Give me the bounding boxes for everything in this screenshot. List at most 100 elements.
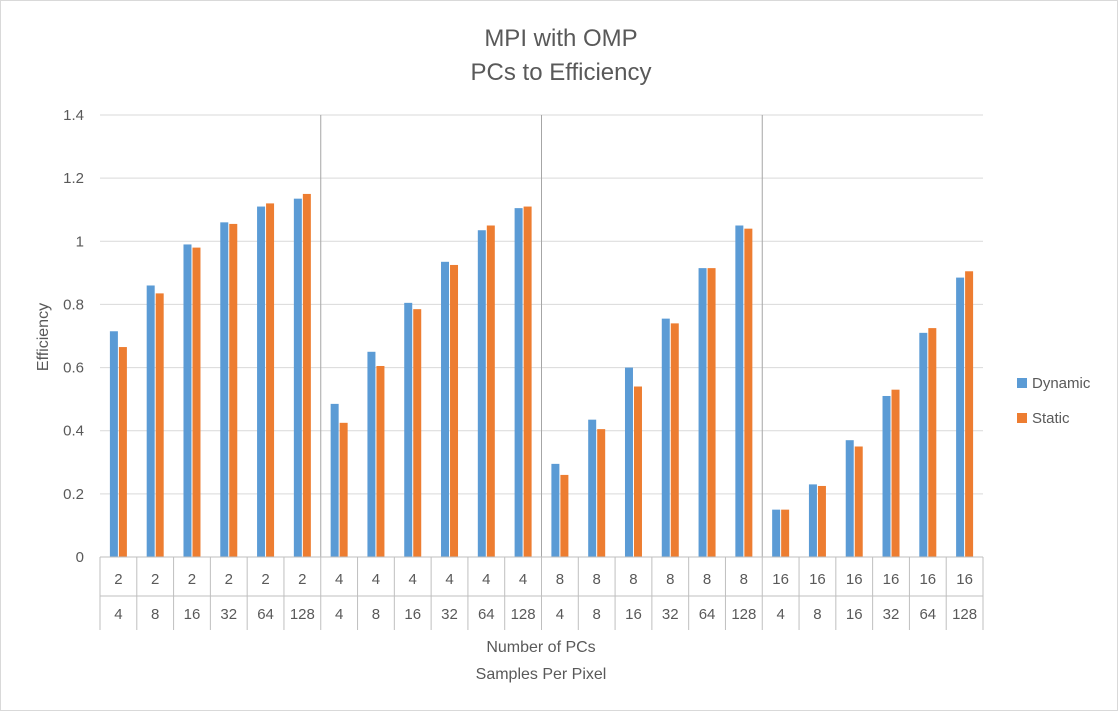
x-tick-label-pcs: 2 (298, 571, 306, 588)
x-tick-label-samples: 64 (919, 606, 936, 623)
bar-static (192, 247, 201, 557)
y-tick-label: 0.4 (63, 423, 84, 440)
y-axis-ticks: 0 0.2 0.4 0.6 0.8 1 1.2 1.4 (63, 107, 84, 566)
x-tick-label-samples: 4 (776, 606, 784, 623)
bar-static (891, 389, 900, 557)
x-tick-label-pcs: 2 (261, 571, 269, 588)
bar-dynamic (257, 206, 266, 558)
bar-dynamic (330, 403, 339, 557)
x-tick-label-pcs: 16 (883, 571, 900, 588)
bar-dynamic (588, 419, 597, 557)
bar-static (744, 228, 753, 557)
bar-static (523, 206, 532, 558)
bar-dynamic (845, 440, 854, 557)
x-tick-label-samples: 8 (372, 606, 380, 623)
x-tick-label-samples: 4 (556, 606, 564, 623)
bar-static (118, 347, 127, 557)
y-tick-label: 0 (76, 549, 84, 566)
x-tick-label-pcs: 4 (372, 571, 380, 588)
bar-static (413, 309, 422, 557)
legend-label-dynamic: Dynamic (1032, 375, 1091, 392)
x-tick-label-samples: 128 (290, 606, 315, 623)
bar-dynamic (772, 509, 781, 557)
bar-dynamic (919, 332, 928, 557)
x-tick-label-samples: 128 (731, 606, 756, 623)
bar-dynamic (698, 268, 707, 557)
bar-dynamic (183, 244, 192, 557)
x-tick-label-pcs: 2 (188, 571, 196, 588)
y-tick-label: 1 (76, 233, 84, 250)
bar-static (633, 386, 642, 557)
bar-static (781, 509, 790, 557)
x-tick-label-samples: 128 (511, 606, 536, 623)
x-tick-label-pcs: 4 (335, 571, 343, 588)
bar-static (376, 365, 385, 557)
bar-dynamic (109, 331, 118, 557)
x-tick-label-samples: 16 (184, 606, 201, 623)
x-tick-label-pcs: 2 (114, 571, 122, 588)
x-tick-label-pcs: 4 (409, 571, 417, 588)
bar-dynamic (735, 225, 744, 557)
x-axis-title: Number of PCs (486, 639, 595, 656)
x-tick-label-samples: 32 (220, 606, 237, 623)
legend: Dynamic Static (1017, 375, 1091, 427)
y-tick-label: 0.6 (63, 360, 84, 377)
x-tick-label-samples: 32 (883, 606, 900, 623)
bar-static (486, 225, 495, 557)
x-tick-label-pcs: 16 (772, 571, 789, 588)
bar-static (155, 293, 164, 557)
x-tick-label-samples: 64 (257, 606, 274, 623)
bar-dynamic (882, 395, 891, 557)
x-tick-label-pcs: 16 (919, 571, 936, 588)
bar-dynamic (293, 198, 302, 557)
bar-static (339, 422, 348, 557)
x-tick-label-pcs: 16 (956, 571, 973, 588)
x-tick-label-pcs: 4 (519, 571, 527, 588)
bar-dynamic (441, 261, 450, 557)
bar-static (817, 485, 826, 557)
bar-static (597, 429, 606, 557)
gridlines (100, 114, 983, 558)
bar-dynamic (661, 318, 670, 557)
legend-swatch-static (1017, 413, 1027, 423)
x-axis: 2 4 2 8 2 16 2 32 2 64 2 128 4 4 4 8 4 16 4 32 4 64 4 128 8 4 8 8 8 1… (99, 556, 984, 630)
x-tick-label-pcs: 8 (556, 571, 564, 588)
bar-static (854, 446, 863, 557)
bar-static (707, 268, 716, 557)
x-tick-label-samples: 16 (404, 606, 421, 623)
x-tick-label-samples: 4 (335, 606, 343, 623)
bar-dynamic (624, 367, 633, 557)
x-tick-label-samples: 32 (441, 606, 458, 623)
x-tick-label-pcs: 2 (151, 571, 159, 588)
x-tick-label-pcs: 8 (703, 571, 711, 588)
bar-static (965, 271, 974, 557)
bar-static (266, 203, 275, 557)
x-tick-label-samples: 8 (151, 606, 159, 623)
x-tick-label-pcs: 8 (593, 571, 601, 588)
y-axis-title: Efficiency (35, 303, 52, 371)
x-tick-label-pcs: 8 (629, 571, 637, 588)
bar-static (450, 264, 459, 557)
bar-dynamic (404, 302, 413, 557)
x-tick-label-samples: 8 (593, 606, 601, 623)
x-tick-label-pcs: 16 (809, 571, 826, 588)
bars (109, 193, 974, 558)
y-tick-label: 1.2 (63, 170, 84, 187)
chart-subtitle: PCs to Efficiency (471, 59, 652, 86)
bar-dynamic (367, 351, 376, 557)
x-tick-label-pcs: 4 (445, 571, 453, 588)
chart-title: MPI with OMP (484, 25, 637, 52)
bar-dynamic (956, 277, 965, 557)
x-tick-label-samples: 32 (662, 606, 679, 623)
bar-dynamic (220, 222, 229, 558)
x-tick-label-samples: 64 (478, 606, 495, 623)
x-tick-label-samples: 16 (625, 606, 642, 623)
x-axis-subtitle: Samples Per Pixel (476, 666, 607, 683)
y-tick-label: 0.8 (63, 296, 84, 313)
bar-static (302, 193, 311, 557)
bar-dynamic (514, 208, 523, 557)
x-tick-label-pcs: 4 (482, 571, 490, 588)
y-tick-label: 0.2 (63, 486, 84, 503)
legend-label-static: Static (1032, 410, 1070, 427)
